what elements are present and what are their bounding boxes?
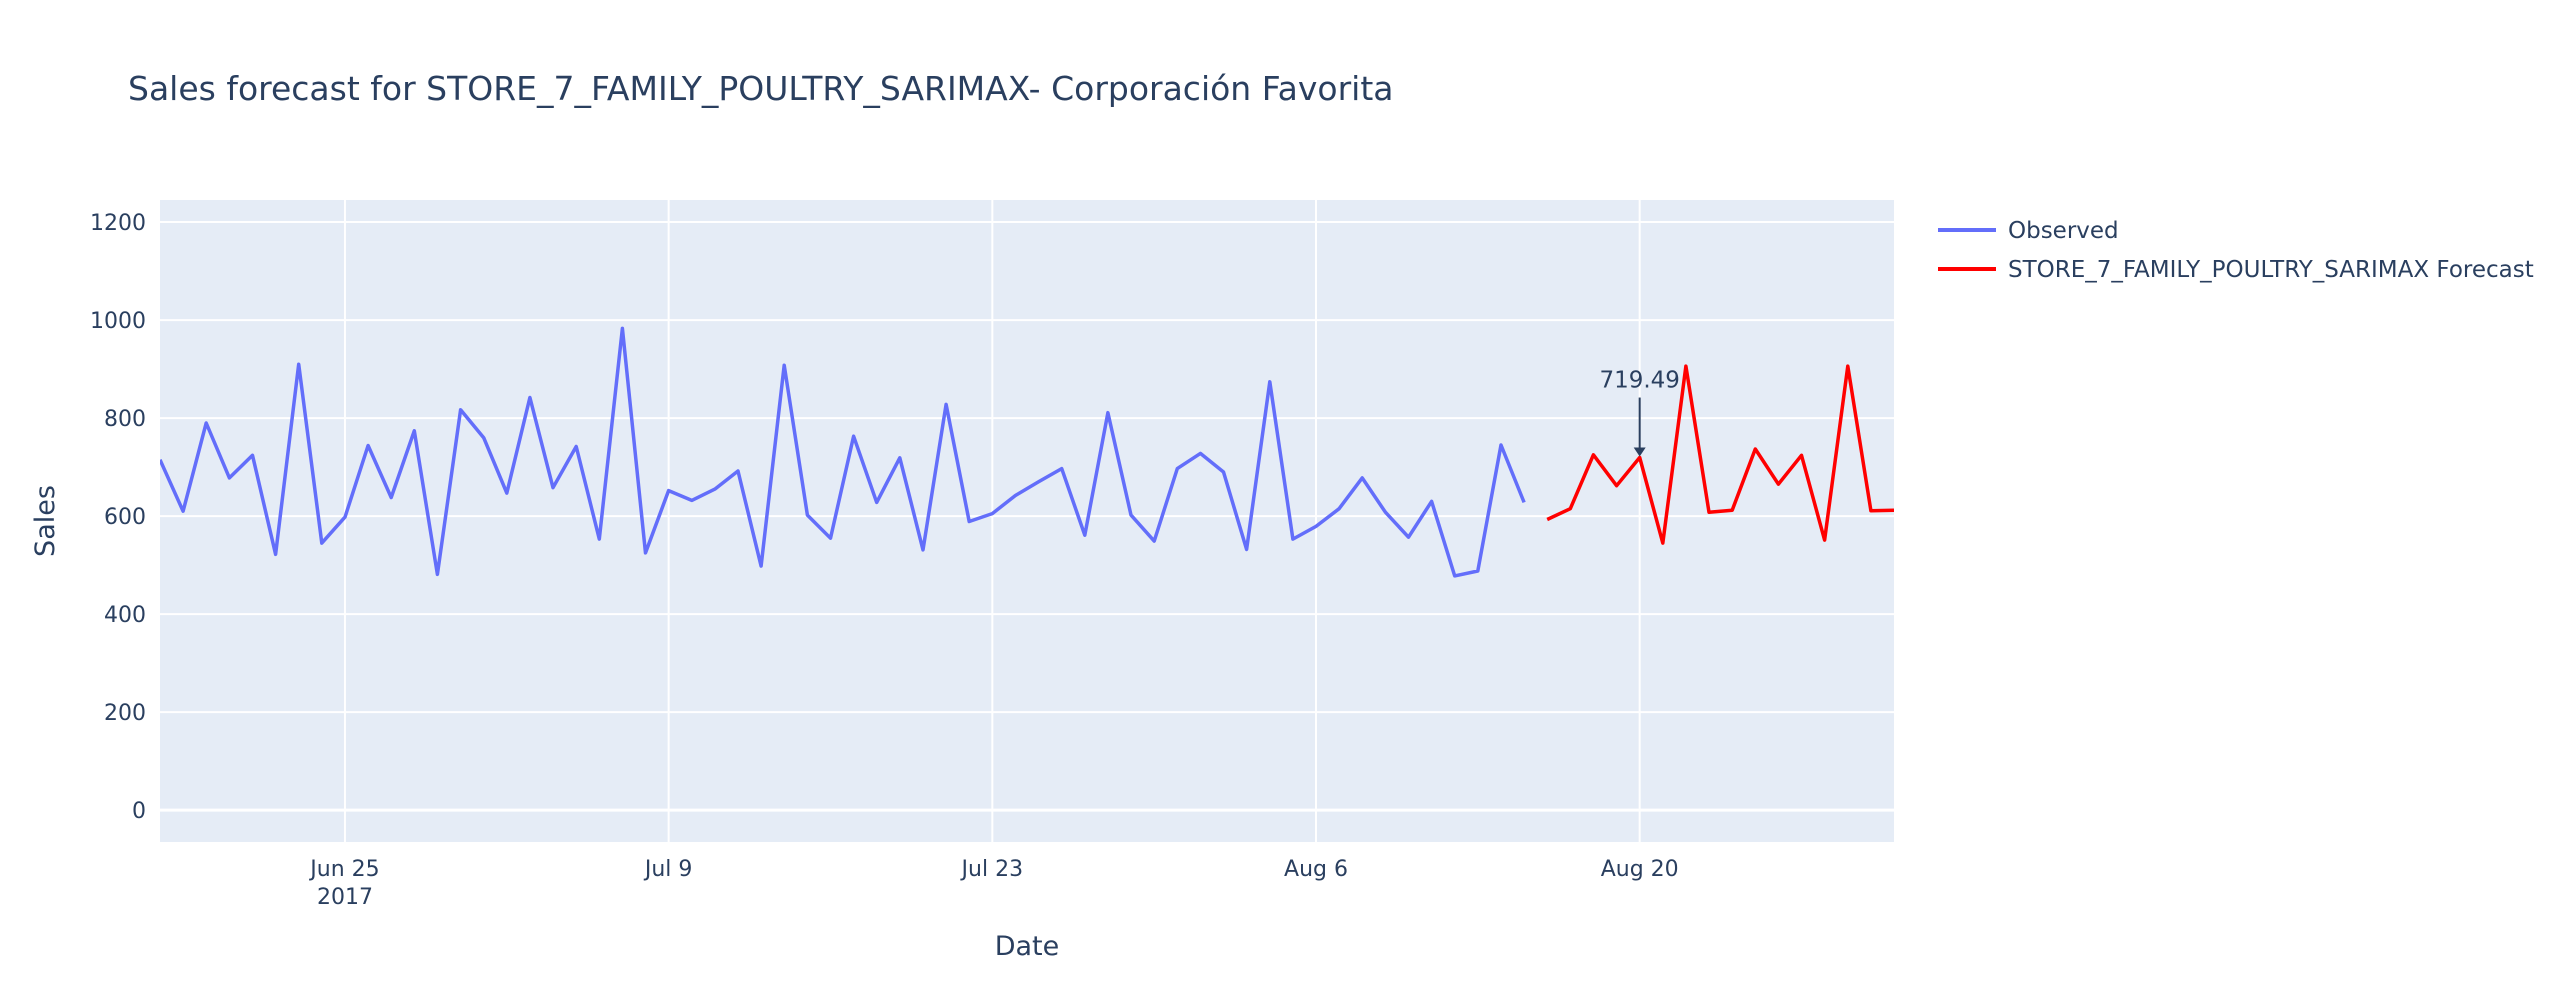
grid-lines bbox=[160, 200, 1894, 842]
y-tick-label: 800 bbox=[104, 407, 146, 432]
plot-area[interactable] bbox=[160, 200, 1894, 842]
x-tick-label: Aug 6 bbox=[1284, 857, 1348, 882]
annotation-label: 719.49 bbox=[1599, 368, 1679, 394]
legend[interactable]: Observed STORE_7_FAMILY_POULTRY_SARIMAX F… bbox=[1938, 218, 2534, 283]
legend-item[interactable]: Observed bbox=[1938, 218, 2119, 244]
y-axis-tick-labels: 0 200 400 600 800 1000 1200 bbox=[90, 211, 146, 824]
y-axis-title: Sales bbox=[30, 485, 61, 557]
forecast-series-line[interactable] bbox=[1546, 364, 1894, 545]
y-tick-label: 1000 bbox=[90, 309, 146, 334]
legend-label: Observed bbox=[2008, 218, 2119, 244]
annotation-arrow-head bbox=[1633, 447, 1646, 457]
x-tick-label: Jul 9 bbox=[643, 857, 693, 882]
y-tick-label: 400 bbox=[104, 603, 146, 628]
x-tick-sublabel: 2017 bbox=[317, 885, 373, 910]
observed-series-line[interactable] bbox=[160, 326, 1526, 578]
legend-item[interactable]: STORE_7_FAMILY_POULTRY_SARIMAX Forecast bbox=[1938, 257, 2534, 283]
x-tick-label: Jun 25 bbox=[308, 857, 379, 882]
annotations: 719.49 bbox=[1599, 368, 1680, 457]
x-tick-label: Aug 20 bbox=[1601, 857, 1679, 882]
chart-title: Sales forecast for STORE_7_FAMILY_POULTR… bbox=[128, 69, 1394, 108]
x-tick-label: Jul 23 bbox=[960, 857, 1024, 882]
y-tick-label: 0 bbox=[132, 799, 146, 824]
y-tick-label: 1200 bbox=[90, 211, 146, 236]
y-tick-label: 600 bbox=[104, 505, 146, 530]
x-axis-tick-labels: Jun 25 2017 Jul 9 Jul 23 Aug 6 Aug 20 bbox=[308, 857, 1678, 910]
data-series bbox=[160, 326, 1894, 578]
y-tick-label: 200 bbox=[104, 701, 146, 726]
x-axis-title: Date bbox=[995, 931, 1060, 962]
legend-label: STORE_7_FAMILY_POULTRY_SARIMAX Forecast bbox=[2008, 257, 2534, 283]
